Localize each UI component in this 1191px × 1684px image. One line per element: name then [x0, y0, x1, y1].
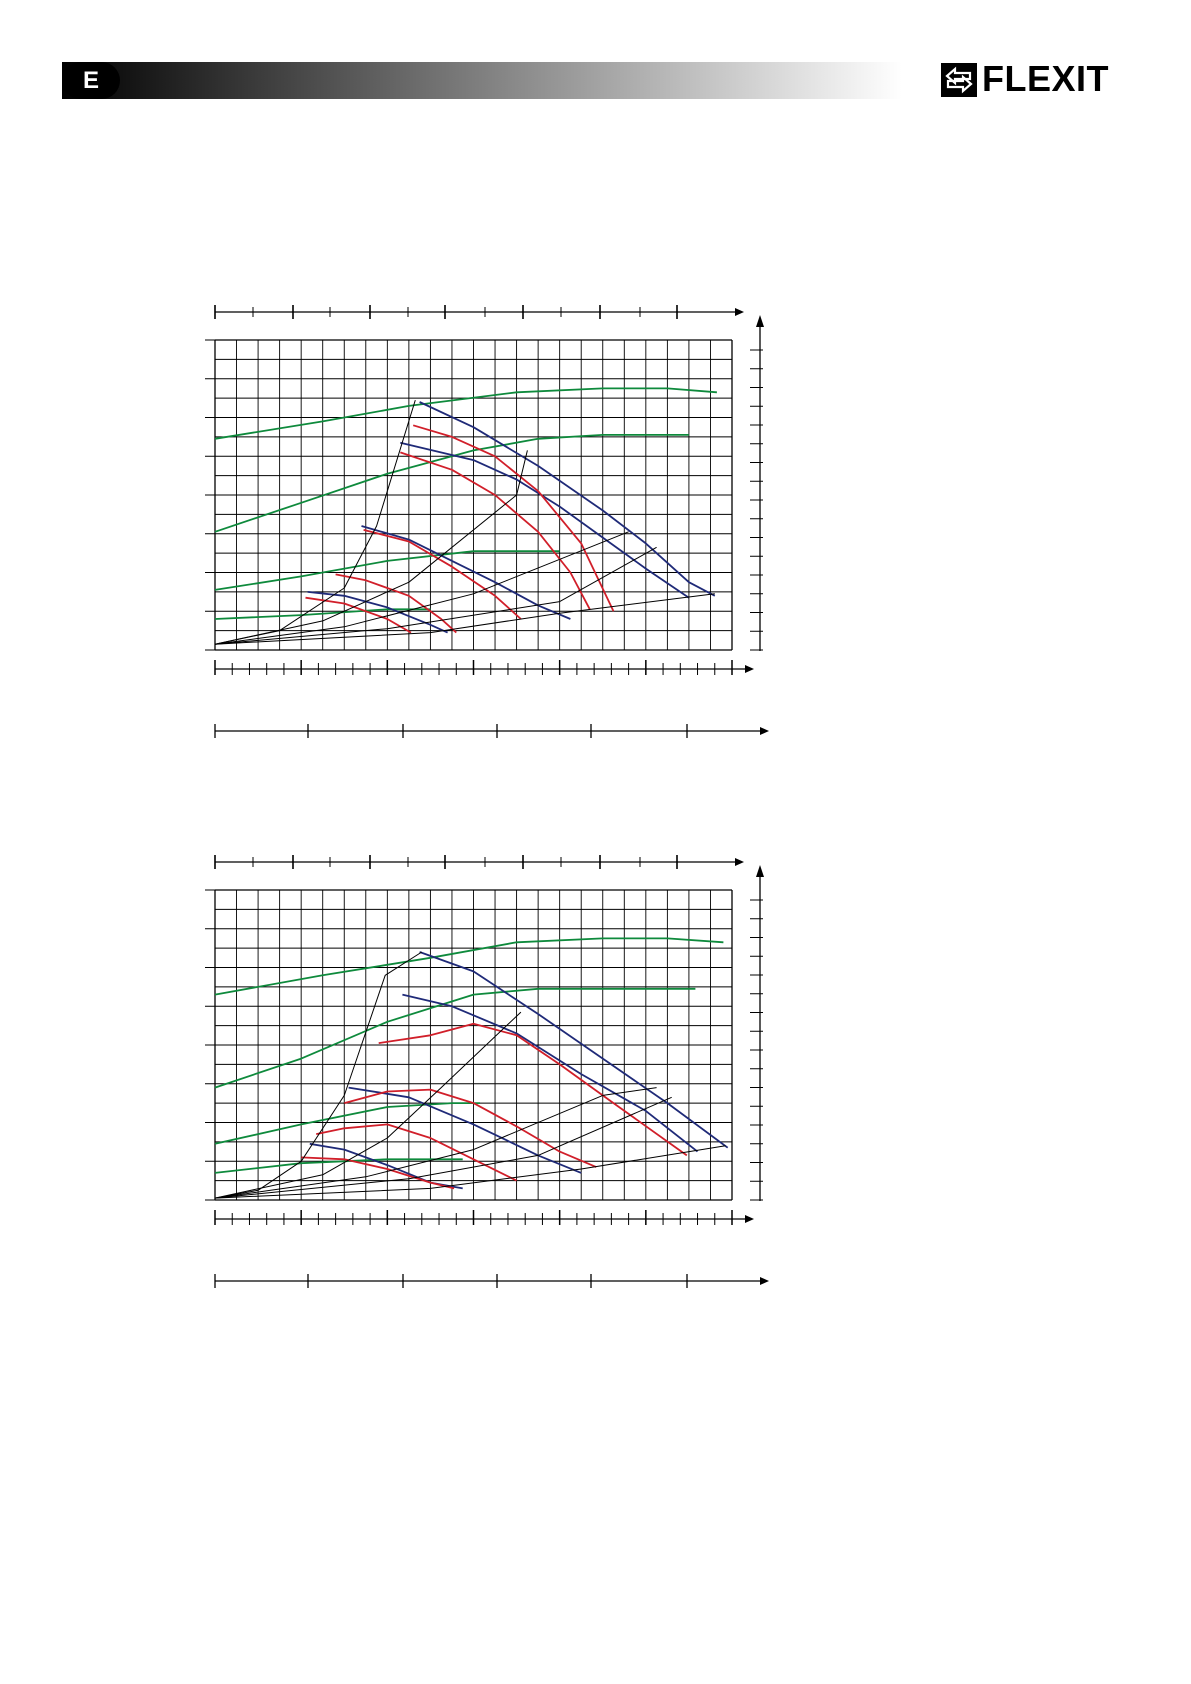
series-line-green: [214, 1102, 480, 1145]
series-line-black: [214, 1087, 657, 1199]
series-line-black: [214, 593, 715, 645]
pump-curve-chart-1: [205, 305, 769, 738]
series-line-green: [214, 987, 696, 1089]
series-line-blue: [361, 525, 571, 620]
series-line-red: [400, 451, 591, 610]
series-line-green: [214, 608, 431, 620]
bottom-axis-1-arrow: [745, 665, 754, 673]
bottom-axis-2-arrow: [760, 1277, 769, 1285]
series-line-green: [214, 387, 717, 440]
series-line-blue: [348, 1086, 582, 1174]
series-line-red: [363, 529, 522, 620]
series-line-blue: [419, 401, 716, 597]
series-line-green: [214, 434, 689, 533]
right-axis-arrow: [756, 315, 764, 327]
series-line-green: [214, 937, 724, 996]
series-line-red: [301, 1156, 455, 1190]
series-line-blue: [307, 591, 448, 634]
arrows-exchange-icon: [941, 63, 977, 97]
series-line-black: [214, 1145, 726, 1199]
series-line-black: [214, 531, 629, 645]
series-line-blue: [402, 993, 699, 1153]
series-line-red: [378, 1022, 688, 1157]
series-line-black: [214, 450, 528, 645]
pump-curve-chart-2: [205, 855, 769, 1288]
series-line-red: [344, 1088, 597, 1168]
series-line-blue: [419, 951, 729, 1149]
top-axis-arrow: [735, 858, 744, 866]
series-line-red: [335, 573, 457, 634]
series-line-black: [214, 951, 423, 1199]
series-line-green: [214, 550, 560, 591]
bottom-axis-1-arrow: [745, 1215, 754, 1223]
brand-logo-text: FLEXIT: [982, 58, 1109, 99]
series-line-blue: [400, 441, 690, 599]
series-line-black: [214, 1096, 672, 1199]
series-line-red: [316, 1123, 517, 1182]
header-gradient-bar: [62, 62, 902, 99]
series-line-red: [412, 424, 615, 612]
top-axis-arrow: [735, 308, 744, 316]
series-line-black: [214, 546, 657, 645]
right-axis-arrow: [756, 865, 764, 877]
bottom-axis-2-arrow: [760, 727, 769, 735]
series-line-black: [214, 1011, 522, 1199]
language-badge: E: [62, 62, 120, 99]
series-line-green: [214, 1158, 463, 1174]
